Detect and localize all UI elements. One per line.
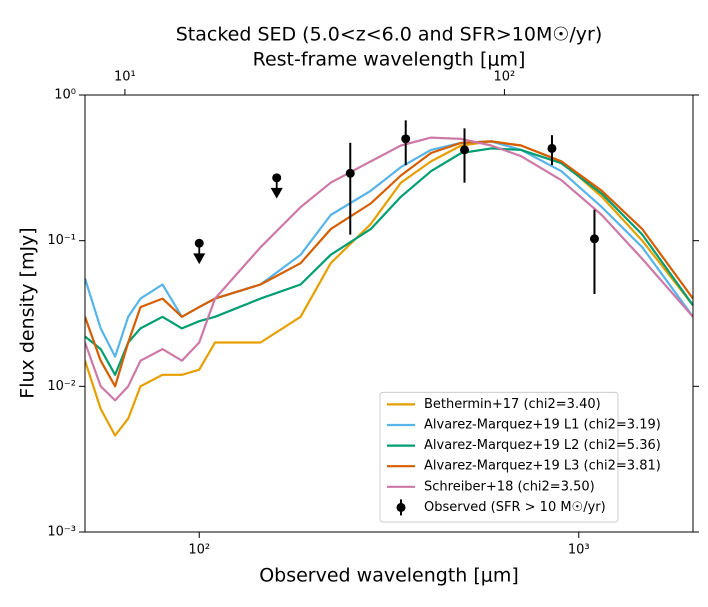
- x2-axis-label: Rest-frame wavelength [μm]: [253, 49, 526, 71]
- legend-label: Alvarez-Marquez+19 L1 (chi2=3.19): [424, 418, 661, 433]
- y-axis-label: Flux density [mJy]: [17, 227, 39, 398]
- model-line: [85, 136, 693, 402]
- chart-title: Stacked SED (5.0<z<6.0 and SFR>10M☉/yr): [176, 24, 603, 46]
- model-line: [85, 140, 693, 358]
- observed-point: [401, 134, 411, 144]
- x-axis-label: Observed wavelength [μm]: [259, 565, 519, 587]
- legend-label: Alvarez-Marquez+19 L3 (chi2=3.81): [424, 459, 661, 474]
- plot-frame: [84, 94, 694, 533]
- observed-point: [589, 234, 599, 244]
- legend-label: Observed (SFR > 10 M☉/yr): [424, 500, 606, 515]
- upper-limit-point: [272, 173, 282, 183]
- legend-box: [379, 391, 619, 523]
- legend-label: Alvarez-Marquez+19 L2 (chi2=5.36): [424, 438, 661, 453]
- y-tick-label: 10⁻²: [47, 379, 76, 394]
- legend-label: Bethermin+17 (chi2=3.40): [424, 397, 601, 412]
- observed-point: [345, 168, 355, 178]
- y-tick-label: 10⁻³: [47, 525, 76, 540]
- y-tick-label: 10⁰: [54, 88, 76, 103]
- legend-swatch: [396, 502, 406, 512]
- x-tick-label: 10²: [188, 543, 210, 558]
- x2-tick-label: 10²: [494, 70, 516, 85]
- observed-point: [460, 145, 470, 155]
- legend-label: Schreiber+18 (chi2=3.50): [424, 479, 595, 494]
- y-tick-label: 10⁻¹: [47, 233, 76, 248]
- upper-limit-point: [194, 238, 204, 248]
- observed-point: [547, 143, 557, 153]
- x2-tick-label: 10¹: [114, 70, 136, 85]
- model-line: [85, 140, 693, 388]
- x-tick-label: 10³: [568, 543, 590, 558]
- model-line: [85, 147, 693, 376]
